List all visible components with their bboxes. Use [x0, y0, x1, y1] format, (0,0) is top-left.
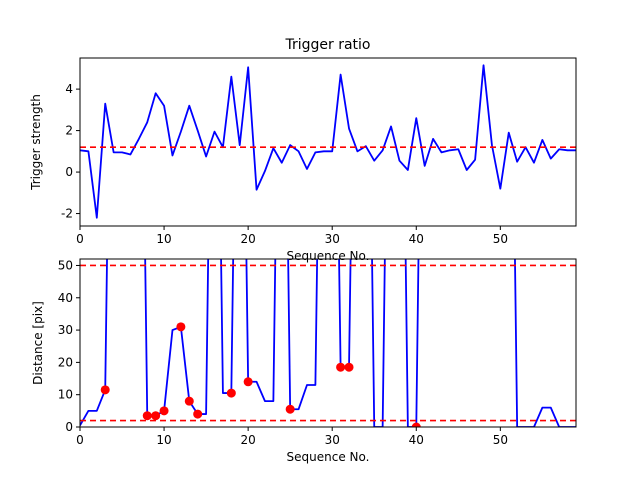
data-point	[184, 396, 194, 406]
x-tick-label: 40	[409, 433, 424, 447]
data-point	[151, 411, 161, 421]
data-point	[159, 406, 169, 416]
y-tick-label: 30	[58, 323, 73, 337]
y-axis-label: Trigger strength	[29, 94, 43, 191]
y-tick-label: 0	[65, 165, 73, 179]
x-tick-label: 0	[76, 433, 84, 447]
data-layer	[80, 259, 576, 427]
data-point	[243, 377, 253, 387]
x-tick-label: 30	[325, 232, 340, 246]
data-layer	[80, 64, 576, 219]
data-point	[142, 411, 152, 421]
x-tick-label: 50	[493, 433, 508, 447]
x-tick-label: 0	[76, 232, 84, 246]
x-tick-label: 10	[156, 232, 171, 246]
x-tick-label: 20	[240, 232, 255, 246]
axes-frame	[79, 57, 577, 227]
axes-frame	[79, 258, 577, 428]
x-axis-label: Sequence No.	[287, 450, 370, 464]
y-tick-label: 2	[65, 124, 73, 138]
x-tick-label: 40	[409, 232, 424, 246]
x-axis-label: Sequence No.	[287, 249, 370, 263]
x-tick-label: 20	[240, 433, 255, 447]
y-tick-label: 10	[58, 388, 73, 402]
y-tick-label: 50	[58, 258, 73, 272]
y-tick-label: 0	[65, 420, 73, 434]
data-point	[100, 385, 110, 395]
data-point	[226, 388, 236, 398]
y-tick-label: 40	[58, 291, 73, 305]
y-tick-label: 4	[65, 82, 73, 96]
x-tick-label: 50	[493, 232, 508, 246]
data-point	[336, 362, 346, 372]
distance-plot: 0 10 20 30 40 50 0 10 20 30 40 50 Sequence No. Distan…	[31, 258, 577, 464]
series-line	[80, 64, 576, 219]
data-point	[411, 422, 421, 427]
x-tick-label: 30	[325, 433, 340, 447]
y-tick-label: 20	[58, 355, 73, 369]
data-point	[344, 362, 354, 372]
y-axis-label: Distance [pix]	[31, 301, 45, 385]
chart-title: Trigger ratio	[284, 37, 370, 53]
x-tick-label: 10	[156, 433, 171, 447]
data-point	[285, 404, 295, 414]
data-point	[176, 322, 186, 332]
data-point	[193, 409, 203, 419]
y-tick-label: -2	[61, 207, 73, 221]
